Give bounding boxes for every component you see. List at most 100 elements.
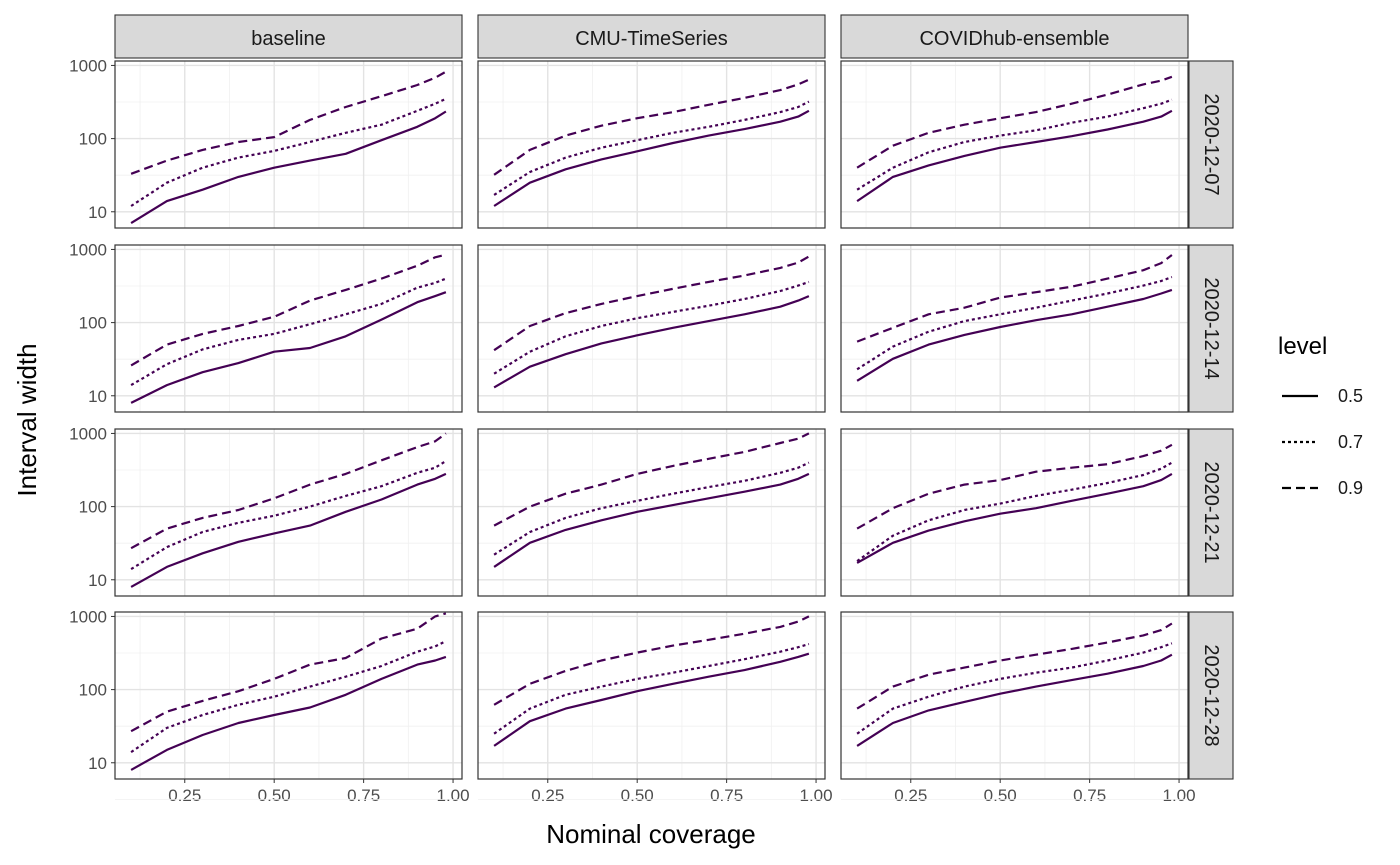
y-tick-label: 100 [79,681,107,700]
panel-COVIDhub-ensemble-2020-12-21 [840,428,1189,617]
series-line-0.5 [493,109,810,207]
series-line-0.7 [130,460,447,571]
panel-border [114,244,463,413]
y-tick-label: 100 [79,130,107,149]
series-line-0.5 [493,295,810,389]
panel-background [478,61,825,228]
series-line-0.5 [130,291,447,404]
row-strip-1 [1188,244,1234,413]
column-strip-label: COVIDhub-ensemble [919,28,1109,50]
series-line-0.9 [130,70,447,175]
series-line-0.9 [856,443,1173,530]
legend-title: level [1278,333,1327,360]
y-tick-label: 100 [79,498,107,517]
panel-border [114,60,463,229]
panel-baseline-2020-12-14 [114,244,463,433]
facet-grid: baseline CMU-TimeSeries COVIDhub-ensemble 2… [69,14,1234,805]
panel-border [477,60,826,229]
panel-background [115,245,462,412]
x-tick-label: 1.00 [1163,786,1196,805]
row-strip-label: 2020-12-28 [1200,644,1222,746]
x-tick-label: 0.50 [258,786,291,805]
series-line-0.9 [130,612,447,733]
x-tick-label: 1.00 [437,786,470,805]
panel-border [114,428,463,597]
x-tick-label: 0.75 [710,786,743,805]
panel-CMU-TimeSeries-2020-12-21 [477,428,826,617]
series-line-0.5 [130,655,447,771]
series-line-0.7 [856,642,1173,735]
row-strip-label: 2020-12-14 [1200,277,1222,379]
y-tick-label: 10 [88,387,107,406]
series-line-0.7 [493,100,810,196]
series-line-0.7 [130,640,447,754]
panel-border [840,244,1189,413]
legend: level 0.5 0.7 0.9 [1278,333,1363,498]
series-line-0.9 [856,75,1173,169]
panel-CMU-TimeSeries-2020-12-28 [477,611,826,800]
x-tick-label: 0.25 [531,786,564,805]
legend-label-0.7: 0.7 [1338,432,1363,452]
x-tick-label: 0.25 [894,786,927,805]
series-line-0.9 [856,622,1173,710]
panel-border [840,611,1189,780]
legend-label-0.9: 0.9 [1338,478,1363,498]
column-strip-label: baseline [251,28,326,50]
panel-background [478,612,825,779]
column-strip-1 [477,14,826,59]
panel-border [840,60,1189,229]
series-line-0.9 [493,432,810,527]
series-line-0.7 [856,461,1173,562]
series-line-0.9 [493,615,810,706]
y-tick-label: 10 [88,203,107,222]
panel-background [115,612,462,779]
series-line-0.5 [130,472,447,588]
x-tick-label: 0.50 [984,786,1017,805]
y-tick-label: 1000 [69,56,107,75]
series-line-0.9 [130,432,447,550]
x-tick-label: 1.00 [800,786,833,805]
panel-CMU-TimeSeries-2020-12-07 [477,60,826,249]
series-line-0.5 [130,110,447,225]
panel-COVIDhub-ensemble-2020-12-14 [840,244,1189,433]
legend-label-0.5: 0.5 [1338,386,1363,406]
panel-border [477,611,826,780]
row-strip-label: 2020-12-21 [1200,461,1222,563]
y-axis-title: Interval width [12,343,42,496]
panel-baseline-2020-12-07 [114,60,463,249]
panel-baseline-2020-12-28 [114,611,463,800]
series-line-0.5 [493,472,810,568]
panel-border [114,611,463,780]
panel-border [477,428,826,597]
row-strip-label: 2020-12-07 [1200,93,1222,195]
panel-border [840,428,1189,597]
panel-background [478,245,825,412]
y-tick-label: 1000 [69,424,107,443]
panel-background [841,245,1188,412]
x-tick-label: 0.75 [1073,786,1106,805]
x-tick-label: 0.25 [168,786,201,805]
series-line-0.5 [856,472,1173,564]
series-line-0.7 [856,275,1173,371]
panel-border [477,244,826,413]
series-line-0.7 [856,98,1173,191]
y-tick-label: 10 [88,754,107,773]
series-line-0.7 [130,97,447,207]
panel-background [841,612,1188,779]
y-tick-label: 10 [88,571,107,590]
y-tick-label: 100 [79,314,107,333]
panel-COVIDhub-ensemble-2020-12-28 [840,611,1189,800]
series-line-0.7 [493,642,810,735]
column-strip-2 [840,14,1189,59]
row-strip-3 [1188,611,1234,780]
panel-CMU-TimeSeries-2020-12-14 [477,244,826,433]
series-line-0.7 [493,461,810,556]
row-strip-2 [1188,428,1234,597]
series-line-0.7 [130,277,447,387]
panel-background [115,61,462,228]
panel-COVIDhub-ensemble-2020-12-07 [840,60,1189,249]
y-tick-label: 1000 [69,240,107,259]
row-strip-0 [1188,60,1234,229]
series-line-0.5 [856,288,1173,382]
